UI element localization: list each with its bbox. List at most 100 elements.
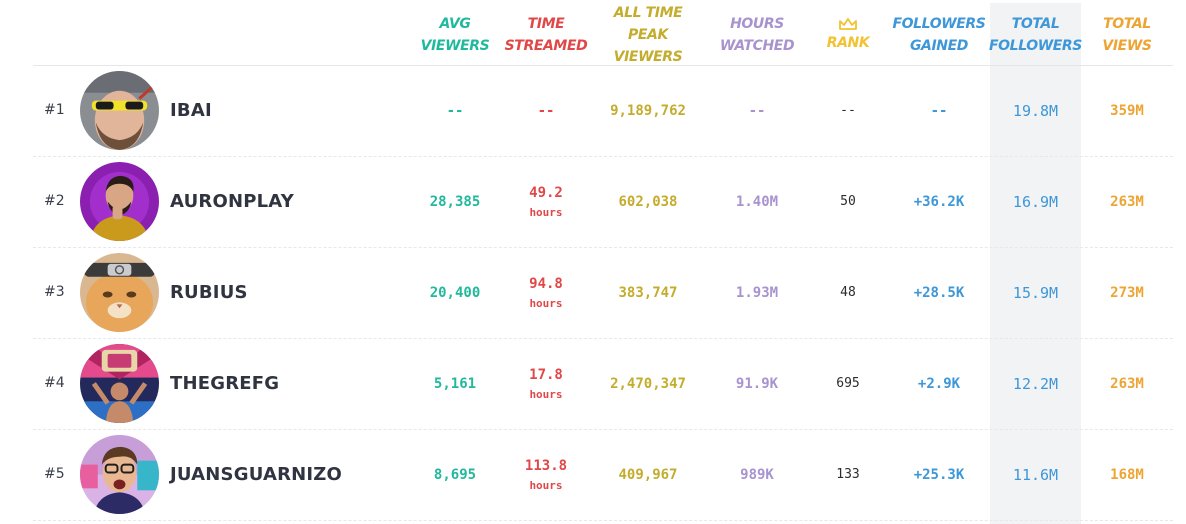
hours-watched-value: -- <box>748 102 766 119</box>
table-row[interactable]: #5 JUANSGUARNIZO 8,695 113.8 hours 409,96… <box>0 429 1186 520</box>
header-total-views[interactable]: TOTAL VIEWS <box>1102 16 1152 54</box>
rank-cell: 695 <box>812 338 884 429</box>
peak-viewers-value: 383,747 <box>618 284 678 301</box>
time-streamed-value: 49.2 <box>529 184 563 201</box>
time-streamed-cell: -- <box>500 65 592 156</box>
total-followers-value: 16.9M <box>1012 192 1059 211</box>
row-divider <box>33 247 1173 248</box>
avg-viewers-value: -- <box>446 102 464 119</box>
avg-viewers-cell: 5,161 <box>410 338 500 429</box>
row-divider <box>33 520 1173 521</box>
peak-viewers-cell: 9,189,762 <box>592 65 704 156</box>
row-divider <box>33 429 1173 430</box>
hours-watched-cell: -- <box>712 65 802 156</box>
avg-viewers-cell: 28,385 <box>410 156 500 247</box>
table-row[interactable]: #2 AURONPLAY 28,385 49.2 hours 602,038 1.… <box>0 156 1186 247</box>
table-row[interactable]: #4 THEGREFG 5,161 17.8 hours 2,470,347 91… <box>0 338 1186 429</box>
time-streamed-value: 17.8 <box>529 366 563 383</box>
hours-watched-cell: 91.9K <box>712 338 802 429</box>
peak-viewers-cell: 409,967 <box>592 429 704 520</box>
followers-gained-cell: +25.3K <box>890 429 988 520</box>
total-followers-highlight-column <box>990 3 1081 524</box>
total-views-value: 273M <box>1110 284 1144 301</box>
row-divider <box>33 156 1173 157</box>
total-views-cell: 273M <box>1086 247 1168 338</box>
peak-viewers-cell: 602,038 <box>592 156 704 247</box>
peak-viewers-cell: 2,470,347 <box>592 338 704 429</box>
header-rank-label: RANK <box>826 34 870 51</box>
row-position: #5 <box>44 466 65 482</box>
avatar[interactable] <box>80 435 159 514</box>
row-divider <box>33 338 1173 339</box>
header-avg-viewers[interactable]: AVG VIEWERS <box>420 16 490 54</box>
table-row[interactable]: #1 IBAI -- -- 9,189,762 -- -- -- 19.8M 3… <box>0 65 1186 156</box>
rank-cell: 133 <box>812 429 884 520</box>
total-followers-value: 11.6M <box>1012 465 1059 484</box>
header-followers-gained[interactable]: FOLLOWERS GAINED <box>892 16 986 54</box>
total-views-value: 359M <box>1110 102 1144 119</box>
header-rank[interactable]: RANK <box>812 12 884 58</box>
total-followers-value: 19.8M <box>1012 101 1059 120</box>
header-time-streamed[interactable]: TIME STREAMED <box>504 16 588 54</box>
avg-viewers-value: 8,695 <box>433 466 477 483</box>
streamer-name[interactable]: AURONPLAY <box>170 191 294 212</box>
followers-gained-cell: +36.2K <box>890 156 988 247</box>
total-views-value: 263M <box>1110 193 1144 210</box>
total-followers-value: 15.9M <box>1012 283 1059 302</box>
hours-watched-value: 1.93M <box>735 284 779 301</box>
header-hours-watched[interactable]: HOURS WATCHED <box>719 16 795 54</box>
avatar[interactable] <box>80 253 159 332</box>
streamer-name[interactable]: IBAI <box>170 100 212 121</box>
total-views-cell: 168M <box>1086 429 1168 520</box>
streamer-name[interactable]: RUBIUS <box>170 282 248 303</box>
total-views-cell: 263M <box>1086 156 1168 247</box>
table-row[interactable]: #3 RUBIUS 20,400 94.8 hours 383,747 1.93M… <box>0 247 1186 338</box>
peak-viewers-value: 2,470,347 <box>610 375 686 392</box>
followers-gained-value: -- <box>930 102 948 119</box>
hours-watched-cell: 1.40M <box>712 156 802 247</box>
avatar[interactable] <box>80 71 159 150</box>
total-views-cell: 263M <box>1086 338 1168 429</box>
time-streamed-cell: 113.8 hours <box>500 429 592 520</box>
peak-viewers-cell: 383,747 <box>592 247 704 338</box>
avg-viewers-value: 5,161 <box>433 375 477 392</box>
time-streamed-cell: 17.8 hours <box>500 338 592 429</box>
avg-viewers-value: 28,385 <box>429 193 481 210</box>
header-peak-viewers[interactable]: ALL TIME PEAK VIEWERS <box>613 5 683 65</box>
followers-gained-cell: -- <box>890 65 988 156</box>
time-streamed-value: -- <box>537 102 555 119</box>
hours-watched-cell: 1.93M <box>712 247 802 338</box>
rank-value: 50 <box>840 194 856 209</box>
total-followers-cell: 16.9M <box>990 156 1081 247</box>
peak-viewers-value: 602,038 <box>618 193 678 210</box>
avatar[interactable] <box>80 344 159 423</box>
header-total-followers[interactable]: TOTAL FOLLOWERS <box>989 16 1082 54</box>
time-streamed-cell: 49.2 hours <box>500 156 592 247</box>
time-streamed-value: 113.8 <box>524 457 568 474</box>
hours-watched-value: 989K <box>740 466 774 483</box>
rank-cell: 48 <box>812 247 884 338</box>
streamer-name[interactable]: THEGREFG <box>170 373 280 394</box>
total-followers-cell: 11.6M <box>990 429 1081 520</box>
peak-viewers-value: 9,189,762 <box>610 102 686 119</box>
peak-viewers-value: 409,967 <box>618 466 678 483</box>
hours-watched-cell: 989K <box>712 429 802 520</box>
crown-icon <box>839 17 857 30</box>
time-streamed-unit: hours <box>529 205 563 219</box>
followers-gained-value: +28.5K <box>913 284 965 301</box>
avg-viewers-cell: 8,695 <box>410 429 500 520</box>
total-followers-value: 12.2M <box>1012 374 1059 393</box>
row-position: #1 <box>44 102 65 118</box>
row-position: #4 <box>44 375 65 391</box>
streamer-name[interactable]: JUANSGUARNIZO <box>170 464 343 485</box>
time-streamed-cell: 94.8 hours <box>500 247 592 338</box>
total-followers-cell: 19.8M <box>990 65 1081 156</box>
total-views-value: 168M <box>1110 466 1144 483</box>
rank-value: -- <box>840 103 856 118</box>
followers-gained-cell: +2.9K <box>890 338 988 429</box>
total-followers-cell: 12.2M <box>990 338 1081 429</box>
avg-viewers-value: 20,400 <box>429 284 481 301</box>
avatar[interactable] <box>80 162 159 241</box>
total-views-cell: 359M <box>1086 65 1168 156</box>
avg-viewers-cell: -- <box>410 65 500 156</box>
